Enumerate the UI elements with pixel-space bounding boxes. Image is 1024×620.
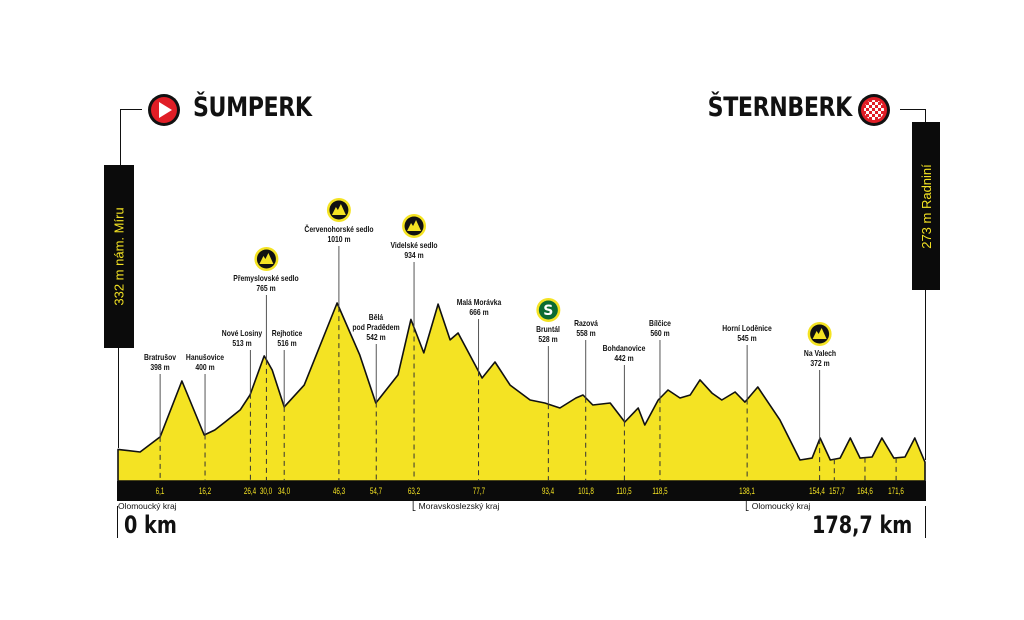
start-bracket-line (120, 109, 142, 110)
km-tick-label: 63,2 (407, 486, 421, 496)
km-tick-label: 154,4 (808, 486, 825, 496)
waypoint-text: 560 m (650, 328, 670, 338)
waypoint-text: Na Valech (803, 348, 836, 358)
km-tick-label: 54,7 (370, 486, 383, 496)
waypoint-text: Bruntál (536, 324, 561, 334)
waypoint-text: Videlské sedlo (390, 240, 438, 250)
waypoint-label: Horní Loděnice 545 m (722, 323, 772, 343)
waypoint-label: Bílčice 560 m (649, 318, 671, 338)
mountain-climb-icon (254, 247, 279, 271)
start-elevation-box: 332 m nám. Míru (104, 165, 134, 348)
waypoint-text: 442 m (614, 353, 635, 363)
waypoint-text: Bratrušov (144, 352, 177, 362)
waypoint-label: Bohdanovice 442 m (603, 343, 646, 363)
waypoint-label: Hanušovice 400 m (186, 352, 224, 372)
waypoint-label: Rejhotice 516 m (272, 328, 303, 348)
km-tick-label: 118,5 (652, 486, 668, 496)
km-tick-label: 157,7 (829, 486, 846, 496)
finish-km-label: 178,7 km (811, 511, 912, 539)
waypoint-label: Razová 558 m (574, 318, 598, 338)
mountain-climb-icon (402, 214, 427, 238)
distance-bar (117, 481, 926, 501)
start-km-label: 0 km (124, 511, 177, 539)
waypoint-text: Přemyslovské sedlo (233, 273, 300, 283)
waypoint-label: Přemyslovské sedlo 765 m (234, 273, 299, 293)
sprint-icon: S (536, 298, 561, 322)
km-tick-label: 138,1 (739, 486, 756, 496)
waypoint-text: Bohdanovice (603, 343, 646, 353)
finish-checkered-flag-icon (858, 94, 890, 126)
finish-elevation-box: 273 m Radniní (912, 122, 940, 290)
km-tick-label: 34,0 (278, 486, 291, 496)
start-bracket-line (120, 109, 121, 165)
km-tick-label: 16,2 (198, 486, 212, 496)
waypoint-text: 666 m (468, 307, 489, 317)
waypoint-text: 372 m (809, 358, 830, 368)
waypoint-text: 542 m (366, 332, 386, 342)
waypoint-label: Malá Morávka 666 m (456, 297, 501, 317)
mountain-climb-icon (326, 198, 351, 222)
waypoint-text: 516 m (277, 338, 297, 348)
waypoint-text: pod Pradědem (352, 322, 400, 332)
elevation-profile (117, 302, 926, 482)
waypoint-label: Bruntál 528 m (536, 324, 560, 344)
start-play-icon (148, 94, 180, 126)
waypoint-label: Nové Losiny 513 m (222, 328, 262, 348)
km-tick-label: 30,0 (260, 486, 273, 496)
km-tick-label: 77,7 (472, 486, 485, 496)
start-city: ŠUMPERK (193, 92, 312, 123)
region-label: ⎣ Olomoucký kraj (745, 501, 811, 511)
waypoint-text: 1010 m (327, 234, 351, 244)
waypoint-label: Videlské sedlo 934 m (390, 240, 437, 260)
waypoint-text: Nové Losiny (222, 328, 263, 338)
km-tick-label: 6,1 (155, 486, 165, 496)
finish-elevation-label: 273 m Radniní (918, 163, 934, 249)
waypoint-label: Na Valech 372 m (804, 348, 836, 368)
finish-km-bracket (925, 506, 926, 538)
waypoint-text: 558 m (576, 328, 596, 338)
waypoint-label: Bratrušov 398 m (144, 352, 176, 372)
waypoint-text: Červenohorské sedlo (304, 224, 374, 234)
start-elevation-label: 332 m nám. Míru (111, 207, 127, 306)
start-line (118, 348, 119, 448)
waypoint-text: Rejhotice (271, 328, 303, 338)
km-tick-label: 171,6 (888, 486, 904, 496)
waypoint-text: 513 m (232, 338, 253, 348)
finish-bracket-line (900, 109, 926, 110)
km-tick-label: 46,3 (332, 486, 346, 496)
waypoint-text: Horní Loděnice (722, 323, 772, 333)
km-tick-label: 110,5 (616, 486, 633, 496)
start-km-bracket (117, 506, 118, 538)
km-tick-label: 26,4 (244, 486, 257, 496)
mountain-climb-icon (807, 322, 832, 346)
waypoint-label: Červenohorské sedlo 1010 m (304, 224, 373, 244)
waypoint-text: Bělá (369, 312, 384, 322)
svg-text:S: S (543, 303, 553, 319)
waypoint-text: 545 m (737, 333, 757, 343)
waypoint-text: 400 m (195, 362, 215, 372)
region-label: ⎣ Moravskoslezský kraj (412, 501, 500, 511)
waypoint-text: Razová (573, 318, 598, 328)
finish-bracket-line (925, 109, 926, 122)
region-label: Olomoucký kraj (118, 501, 177, 511)
waypoint-text: 765 m (256, 283, 277, 293)
waypoint-text: 934 m (404, 250, 424, 260)
waypoint-text: 398 m (150, 362, 170, 372)
waypoint-label: Bělá pod Pradědem 542 m (353, 312, 400, 342)
waypoint-text: Malá Morávka (456, 297, 501, 307)
finish-city: ŠTERNBERK (707, 92, 853, 123)
km-tick-label: 164,6 (857, 486, 873, 496)
km-tick-label: 101,8 (577, 486, 594, 496)
waypoint-text: Hanušovice (185, 352, 225, 362)
km-tick-label: 93,4 (542, 486, 555, 496)
finish-line (925, 290, 926, 460)
waypoint-text: 528 m (538, 334, 558, 344)
waypoint-text: Bílčice (649, 318, 671, 328)
